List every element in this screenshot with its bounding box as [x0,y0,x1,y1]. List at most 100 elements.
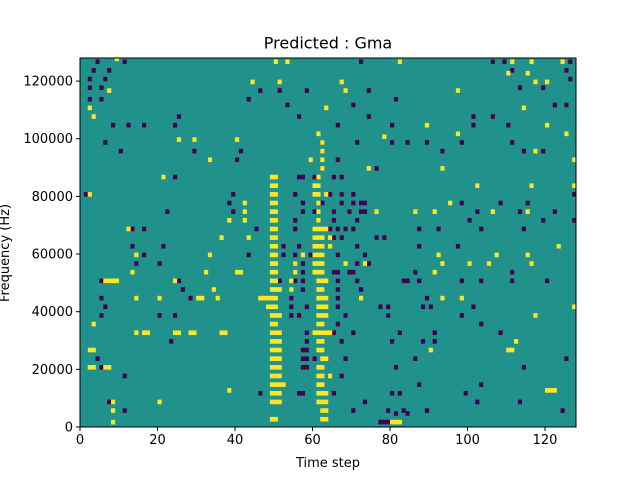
heatmap-cell-low [157,313,162,318]
heatmap-cell-high [320,295,325,301]
heatmap-cell-low [432,330,437,336]
heatmap-cell-low [293,278,298,284]
heatmap-cell-low [428,304,433,310]
heatmap-cell-high [432,269,437,275]
heatmap-cell-high [269,365,275,370]
heatmap-background [80,58,576,427]
heatmap-cell-low [231,192,236,197]
heatmap-cell-low [564,356,569,361]
heatmap-cell-low [424,295,430,301]
heatmap-cell-high [173,278,178,284]
heatmap-cell-low [393,411,399,416]
heatmap-cell-high [269,399,275,405]
heatmap-cell-high [316,131,321,137]
heatmap-cell-high [475,183,480,189]
heatmap-cell-low [440,148,445,154]
heatmap-cell-high [339,79,344,85]
heatmap-cell-high [316,330,321,336]
heatmap-cell-low [432,339,437,344]
heatmap-cell-high [316,373,321,379]
heatmap-cell-high [320,235,325,240]
heatmap-cell-low [401,408,406,413]
heatmap-cell-high [572,157,577,163]
heatmap-cell-high [293,261,298,266]
heatmap-cell-high [312,235,317,240]
x-axis: 0 20 40 60 80 100 120 [76,427,557,448]
heatmap-cell-high [273,330,278,336]
heatmap-cell-high [324,313,329,318]
heatmap-cell-high [219,235,224,240]
heatmap-cell-high [324,390,329,396]
heatmap-cell-low [103,304,108,310]
heatmap-cell-high [316,192,321,197]
heatmap-cell-high [111,399,116,405]
heatmap-cell-low [258,390,263,396]
heatmap-cell-high [366,166,371,171]
heatmap-cell-low [471,114,476,119]
heatmap-cell-low [366,114,371,119]
heatmap-cell-high [269,278,275,284]
heatmap-cell-low [107,399,112,405]
heatmap-cell-low [568,59,573,65]
heatmap-cell-high [273,295,278,301]
heatmap-cell-high [320,304,325,310]
heatmap-cell-low [91,68,96,73]
plot-frame [79,57,577,428]
heatmap-cell-high [324,399,329,405]
heatmap-cell-low [417,382,422,387]
heatmap-cell-low [300,174,306,180]
heatmap-cell-low [118,148,123,154]
heatmap-cell-high [529,261,534,266]
heatmap-cell-high [211,287,216,292]
heatmap-cell-low [126,122,131,128]
heatmap-cell-low [99,295,104,301]
heatmap-cell-low [122,373,127,379]
heatmap-cell-high [273,278,278,284]
heatmap-cell-high [227,388,232,393]
heatmap-cell-high [269,321,275,327]
heatmap-cell-low [479,382,484,387]
heatmap-cell-low [355,243,360,249]
heatmap-cell-low [421,304,426,310]
y-tick-label: 20000 [32,363,73,378]
heatmap-cell-low [335,269,340,275]
heatmap-cell-low [564,102,569,108]
heatmap-cell-low [397,330,402,336]
heatmap-cell-low [362,399,368,405]
heatmap-cell-low [99,96,104,102]
heatmap-cell-low [374,166,379,171]
heatmap-cell-low [405,411,410,416]
heatmap-cell-low [254,226,259,232]
heatmap-cell-low [331,217,337,223]
heatmap-cell-low [475,209,480,214]
heatmap-cell-high [269,356,275,361]
heatmap-cell-high [316,217,321,223]
heatmap-cell-high [324,192,329,197]
heatmap-cell-high [277,287,282,292]
heatmap-cell-low [355,217,360,223]
heatmap-cell-high [393,419,399,425]
heatmap-cell-low [335,157,340,163]
heatmap-cell-low [297,313,302,318]
heatmap-cell-low [382,419,387,425]
heatmap-cell-low [413,356,418,361]
heatmap-cell-high [273,356,278,361]
heatmap-cell-high [324,356,329,361]
heatmap-cell-low [351,408,356,413]
heatmap-cell-high [269,235,275,240]
heatmap-cell-high [564,131,569,137]
heatmap-cell-high [273,217,278,223]
heatmap-cell-high [343,261,348,266]
heatmap-cell-low [157,261,162,266]
heatmap-cell-high [277,356,282,361]
heatmap-cell-high [312,226,317,232]
heatmap-cell-high [142,330,147,336]
heatmap-cell-high [269,192,275,197]
heatmap-cell-high [448,200,453,206]
heatmap-cell-low [366,88,371,93]
heatmap-cell-low [300,200,306,206]
heatmap-cell-high [316,252,321,258]
heatmap-cell-low [424,408,430,413]
heatmap-cell-low [312,174,317,180]
heatmap-cell-low [498,200,503,206]
